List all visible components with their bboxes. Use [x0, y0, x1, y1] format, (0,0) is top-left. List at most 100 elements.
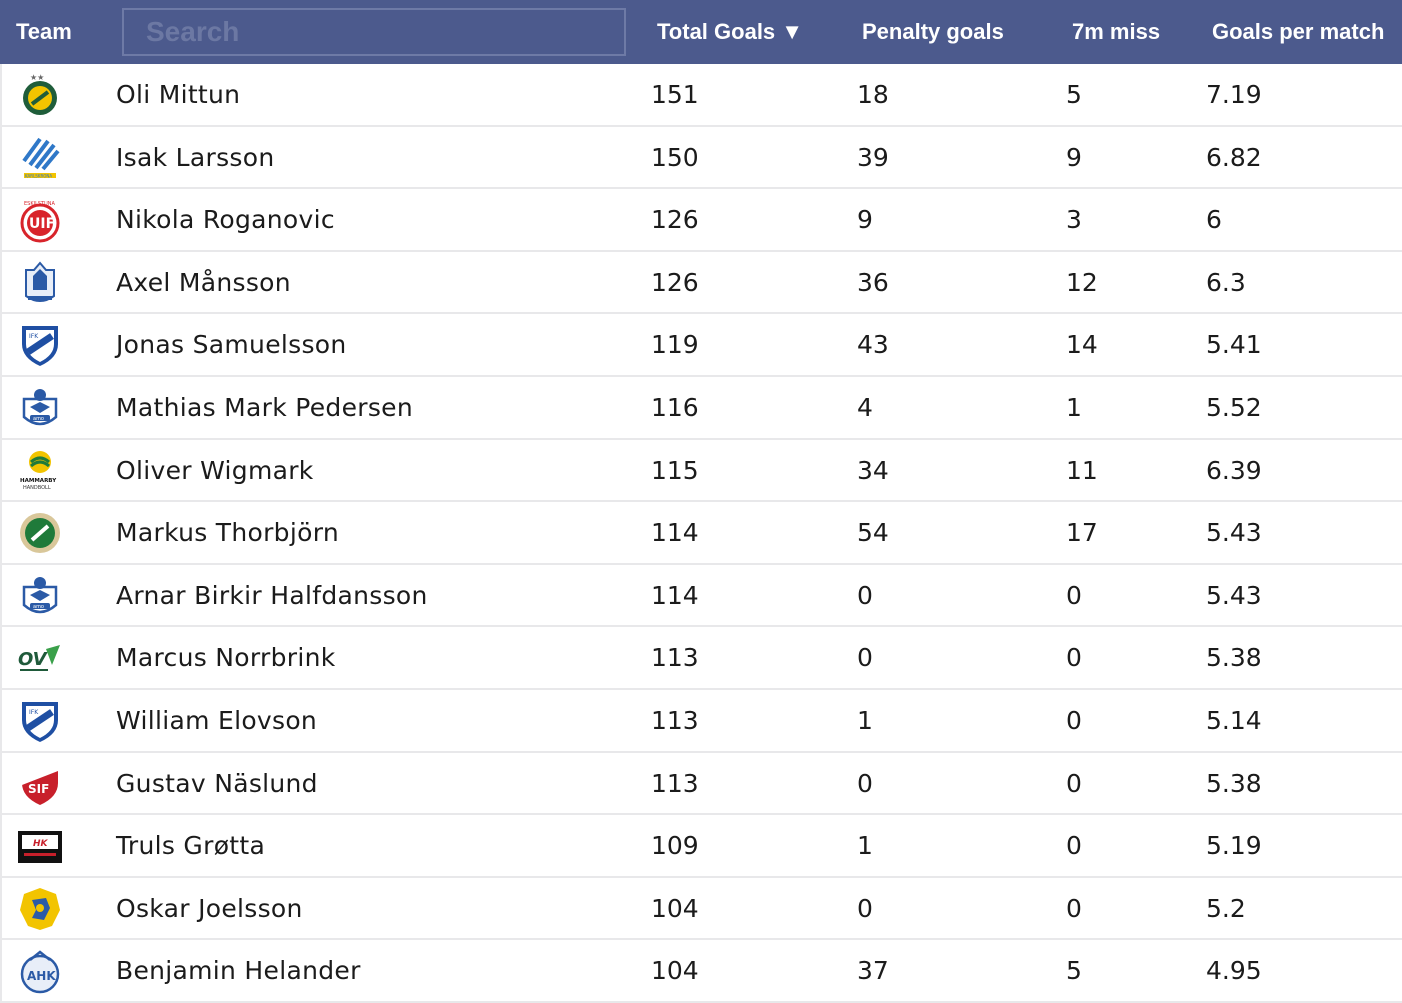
table-row[interactable]: OV Marcus Norrbrink 113 0 0 5.38 [0, 627, 1402, 690]
penalty-goals: 34 [857, 455, 889, 485]
svg-text:UIF: UIF [29, 216, 55, 232]
penalty-goals: 18 [857, 80, 889, 109]
goals-per-match: 6.82 [1206, 142, 1262, 172]
table-row[interactable]: HAMMARBY HANDBOLL Oliver Wigmark 115 34 … [0, 439, 1402, 503]
total-goals: 151 [651, 80, 699, 109]
goals-per-match: 6 [1206, 205, 1222, 235]
eskilstuna-logo-text: ESKILSTUNA [24, 201, 56, 207]
yellow-blue-lion-crest-icon [20, 887, 60, 930]
seven-m-miss: 14 [1066, 330, 1098, 360]
total-goals: 109 [651, 831, 699, 861]
ifk-logo-text: IFK [29, 709, 39, 716]
goals-per-match: 5.2 [1206, 893, 1246, 923]
goals-per-match: 6.39 [1206, 455, 1262, 485]
total-goals: 126 [651, 267, 699, 297]
seven-m-miss: 11 [1066, 455, 1098, 485]
ifk-skovde-shield-icon: IFK [22, 701, 58, 742]
penalty-goals: 0 [857, 580, 873, 610]
goals-per-match: 5.43 [1206, 580, 1262, 610]
table-row[interactable]: UIF ESKILSTUNA Nikola Roganovic 126 9 3 … [0, 189, 1402, 252]
header-penalty-goals[interactable]: Penalty goals [862, 19, 1004, 44]
seven-m-miss: 0 [1066, 705, 1082, 735]
goals-per-match: 5.38 [1206, 768, 1262, 798]
table-row[interactable]: SIF Gustav Näslund 113 0 0 5.38 [0, 752, 1402, 816]
total-goals: 113 [651, 643, 699, 673]
amo-logo-text: amo [33, 604, 44, 610]
seven-m-miss: 1 [1066, 392, 1082, 422]
player-name: Axel Månsson [116, 267, 291, 297]
table-row[interactable]: Markus Thorbjörn 114 54 17 5.43 [0, 502, 1402, 565]
total-goals: 150 [651, 142, 699, 172]
svg-text:★★: ★★ [30, 73, 44, 82]
blue-crest-icon [25, 261, 55, 302]
seven-m-miss: 9 [1066, 142, 1082, 172]
table-row[interactable]: IFK William Elovson 113 1 0 5.14 [0, 689, 1402, 753]
seven-m-miss: 0 [1066, 643, 1082, 673]
seven-m-miss: 5 [1066, 80, 1082, 109]
search-input[interactable] [122, 8, 626, 56]
player-name: Marcus Norrbrink [116, 643, 336, 673]
total-goals: 126 [651, 205, 699, 235]
header-team[interactable]: Team [16, 19, 72, 44]
player-name: Truls Grøtta [116, 831, 266, 861]
total-goals: 119 [651, 330, 699, 360]
sif-shield-icon: SIF [22, 764, 58, 805]
total-goals: 113 [651, 768, 699, 798]
hk-logo-text: HK [33, 839, 49, 849]
player-name: Isak Larsson [116, 142, 275, 172]
total-goals: 114 [651, 518, 699, 548]
goals-per-match: 5.19 [1206, 831, 1262, 861]
sif-logo-text: SIF [28, 782, 49, 796]
header-total-goals[interactable]: Total Goals ▼ [657, 19, 804, 44]
table-row[interactable]: ★★ Oli Mittun 151 18 5 7.19 [0, 64, 1402, 127]
goals-per-match: 5.38 [1206, 643, 1262, 673]
ov-logo-text: OV [18, 649, 49, 670]
table-header: Team Total Goals ▼ Penalty goals 7m miss… [0, 0, 1402, 64]
player-name: Gustav Näslund [116, 768, 318, 798]
hammarby-handboll-icon: HAMMARBY HANDBOLL [20, 450, 57, 491]
table-row[interactable]: Axel Månsson 126 36 12 6.3 [0, 251, 1402, 315]
penalty-goals: 54 [857, 518, 889, 548]
karlskrona-stripes-icon: KARLSKRONA [22, 137, 60, 178]
ifk-skovde-shield-icon: IFK [22, 326, 58, 367]
penalty-goals: 1 [857, 831, 873, 861]
seven-m-miss: 0 [1066, 893, 1082, 923]
seven-m-miss: 0 [1066, 831, 1082, 861]
seven-m-miss: 12 [1066, 267, 1098, 297]
ahk-logo-text: AHK [27, 969, 56, 983]
table-row[interactable]: KARLSKRONA Isak Larsson 150 39 9 6.82 [0, 126, 1402, 190]
table-row[interactable]: AHK Benjamin Helander 104 37 5 4.95 [0, 940, 1402, 1003]
table-row[interactable]: HK Truls Grøtta 109 1 0 5.19 [0, 815, 1402, 878]
table-row[interactable]: IFK Jonas Samuelsson 119 43 14 5.41 [0, 314, 1402, 377]
seven-m-miss: 5 [1066, 956, 1082, 986]
goals-per-match: 6.3 [1206, 267, 1246, 297]
table-row[interactable]: amo Arnar Birkir Halfdansson 114 0 0 5.4… [0, 564, 1402, 628]
penalty-goals: 0 [857, 768, 873, 798]
penalty-goals: 43 [857, 330, 889, 360]
header-goals-per-match[interactable]: Goals per match [1212, 19, 1385, 44]
table-row[interactable]: Oskar Joelsson 104 0 0 5.2 [0, 877, 1402, 941]
table-body: ★★ Oli Mittun 151 18 5 7.19 KARLSKRONA I… [0, 64, 1402, 1003]
header-7m-miss[interactable]: 7m miss [1072, 19, 1161, 44]
goals-per-match: 5.14 [1206, 705, 1262, 735]
seven-m-miss: 3 [1066, 205, 1082, 235]
amo-logo-text: amo [33, 416, 44, 422]
total-goals: 104 [651, 956, 699, 986]
penalty-goals: 36 [857, 267, 889, 297]
hammarby-logo-text: HAMMARBY [20, 478, 57, 484]
penalty-goals: 4 [857, 392, 873, 422]
penalty-goals: 0 [857, 643, 873, 673]
player-name: Arnar Birkir Halfdansson [116, 580, 428, 610]
ifk-logo-text: IFK [29, 333, 39, 340]
penalty-goals: 9 [857, 205, 873, 235]
ahk-crest-icon: AHK [20, 950, 60, 994]
table-row[interactable]: amo Mathias Mark Pedersen 116 4 1 5.52 [0, 376, 1402, 440]
penalty-goals: 0 [857, 893, 873, 923]
player-name: Oskar Joelsson [116, 893, 303, 923]
penalty-goals: 39 [857, 142, 889, 172]
goals-per-match: 5.52 [1206, 392, 1262, 422]
player-name: Oliver Wigmark [116, 455, 314, 485]
total-goals: 113 [651, 705, 699, 735]
eskilstuna-guif-icon: UIF ESKILSTUNA [20, 201, 60, 243]
